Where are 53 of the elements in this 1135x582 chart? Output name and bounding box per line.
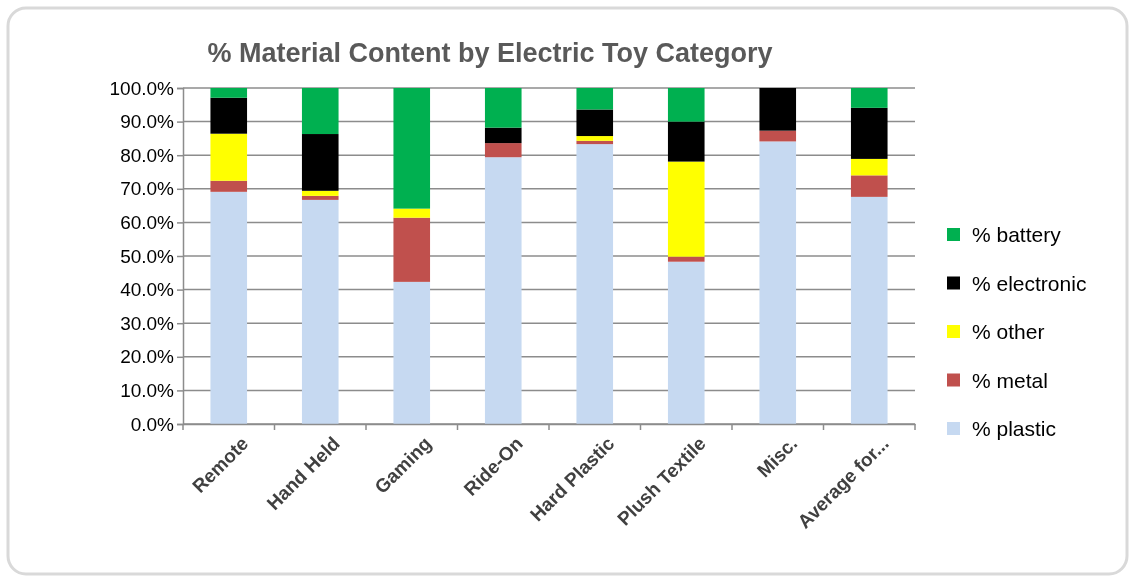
bar — [667, 121, 705, 162]
bar — [576, 109, 614, 137]
bar — [484, 127, 522, 144]
bar — [393, 88, 431, 209]
bar — [667, 256, 705, 262]
bar — [667, 261, 705, 424]
legend-label: % other — [972, 320, 1045, 344]
bar — [667, 88, 705, 122]
y-tick-label: 50.0% — [120, 245, 175, 267]
bar — [759, 130, 797, 142]
y-tick-label: 100.0% — [109, 77, 175, 99]
bar — [759, 88, 797, 131]
bar — [301, 134, 339, 191]
bar — [210, 88, 248, 98]
bar — [576, 140, 614, 145]
legend-label: % plastic — [972, 417, 1057, 441]
bar — [576, 136, 614, 141]
y-tick-label: 30.0% — [120, 312, 175, 334]
y-tick-label: 10.0% — [120, 379, 175, 401]
bar — [667, 161, 705, 257]
y-tick-label: 70.0% — [120, 178, 175, 200]
bar — [301, 199, 339, 424]
bar — [759, 141, 797, 424]
bar — [484, 88, 522, 128]
y-tick-label: 90.0% — [120, 111, 175, 133]
legend-label: % metal — [972, 368, 1048, 392]
bar — [393, 208, 431, 218]
bar — [576, 88, 614, 110]
bar — [393, 281, 431, 424]
bar — [210, 180, 248, 192]
bar — [210, 133, 248, 181]
bar — [576, 144, 614, 424]
bar — [301, 195, 339, 200]
bar — [484, 157, 522, 424]
bar — [393, 217, 431, 282]
y-tick-label: 0.0% — [130, 413, 175, 435]
bar — [210, 191, 248, 424]
bar — [850, 175, 888, 197]
bar — [850, 88, 888, 108]
legend-label: % electronic — [972, 271, 1087, 295]
y-tick-label: 60.0% — [120, 211, 175, 233]
bar — [301, 88, 339, 135]
bar — [850, 196, 888, 424]
y-tick-label: 40.0% — [120, 279, 175, 301]
y-tick-label: 80.0% — [120, 144, 175, 166]
bar — [850, 158, 888, 176]
bar — [301, 190, 339, 196]
bar — [484, 143, 522, 158]
y-tick-label: 20.0% — [120, 346, 175, 368]
bar — [210, 97, 248, 134]
chart-title: % Material Content by Electric Toy Category — [207, 38, 773, 68]
legend-label: % battery — [972, 223, 1062, 247]
bar — [850, 107, 888, 159]
